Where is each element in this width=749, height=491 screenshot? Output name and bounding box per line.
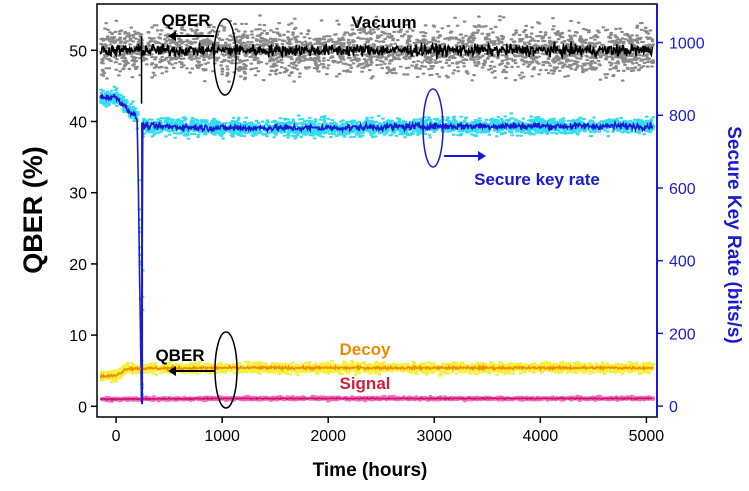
- annotation-layer: QBER Vacuum Secure key rate QBER Decoy Signal: [155, 11, 600, 409]
- qber-bottom-annotation: QBER: [155, 346, 204, 365]
- line-secure-key-rate: [99, 93, 654, 403]
- qber-top-arrow: [168, 31, 214, 41]
- line-signal: [99, 396, 653, 402]
- y-right-tick-label: 0: [669, 399, 678, 416]
- axis-layer: 0 1000 2000 3000 4000 50000102030405002004006…: [69, 36, 704, 445]
- vacuum-annotation: Vacuum: [351, 13, 416, 32]
- y-right-tick-label: 200: [669, 326, 696, 343]
- y-left-tick-label: 0: [78, 399, 87, 416]
- x-tick-label: 0: [112, 428, 121, 445]
- signal-annotation: Signal: [339, 374, 390, 393]
- y-left-tick-label: 10: [69, 328, 87, 345]
- line-vacuum: [99, 41, 654, 60]
- x-tick-label: 2000: [310, 428, 346, 445]
- qber-top-ellipse: [213, 18, 237, 96]
- x-tick-label: 1000: [204, 428, 240, 445]
- y-left-tick-label: 40: [69, 114, 87, 131]
- y-right-tick-label: 400: [669, 254, 696, 271]
- y-right-tick-label: 1000: [669, 36, 705, 53]
- key-rate-ellipse: [422, 88, 444, 168]
- key-rate-arrow: [444, 151, 486, 161]
- y-left-tick-label: 50: [69, 43, 87, 60]
- qber-top-annotation: QBER: [161, 11, 210, 30]
- y-left-tick-label: 30: [69, 186, 87, 203]
- secure-key-rate-annotation: Secure key rate: [474, 170, 600, 189]
- decoy-annotation: Decoy: [339, 340, 391, 359]
- x-tick-label: 4000: [523, 428, 559, 445]
- qber-bottom-arrow: [168, 366, 215, 376]
- x-tick-label: 5000: [629, 428, 665, 445]
- line-decoy: [99, 363, 654, 380]
- y-left-tick-label: 20: [69, 257, 87, 274]
- y-axis-label-right: Secure Key Rate (bits/s): [723, 126, 744, 344]
- y-right-tick-label: 800: [669, 108, 696, 125]
- x-axis-label: Time (hours): [313, 460, 428, 481]
- y-axis-label-left: QBER (%): [18, 146, 48, 274]
- data-layer: [99, 14, 656, 405]
- x-tick-label: 3000: [416, 428, 452, 445]
- y-right-tick-label: 600: [669, 181, 696, 198]
